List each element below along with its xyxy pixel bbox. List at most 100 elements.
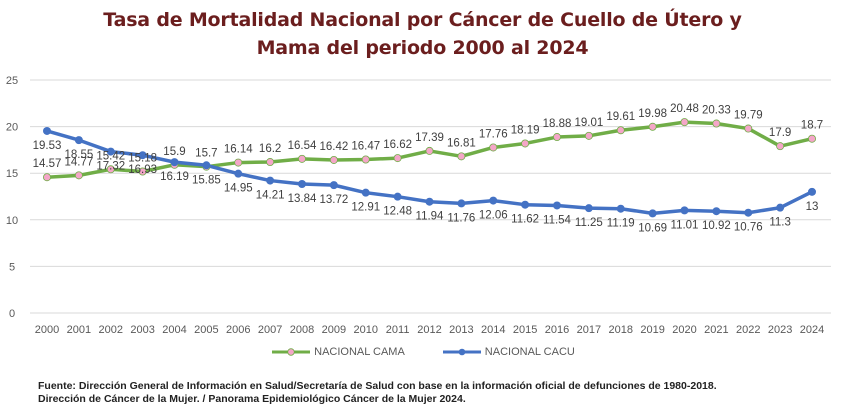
data-label-cacu: 11.94: [416, 211, 445, 223]
data-point-cama: [74, 171, 83, 180]
data-label-cacu: 10.76: [734, 222, 763, 234]
data-point-cacu: [521, 200, 530, 209]
data-label-cacu: 14.21: [256, 190, 285, 202]
data-point-cama: [680, 118, 689, 127]
data-label-cama: 16.42: [319, 141, 348, 153]
data-label-cama: 18.19: [511, 124, 540, 136]
data-point-cacu: [266, 176, 275, 185]
x-tick-label: 2018: [609, 324, 633, 336]
data-point-cacu: [393, 192, 402, 201]
data-point-cama: [393, 154, 402, 163]
data-label-cacu: 10.92: [702, 220, 731, 232]
legend-item-cacu: NACIONAL CACU: [441, 346, 575, 358]
data-label-cacu: 11.19: [607, 218, 635, 230]
chart-title-line-1: Tasa de Mortalidad Nacional por Cáncer d…: [103, 9, 742, 31]
data-point-cama: [297, 154, 306, 163]
data-point-cacu: [712, 207, 721, 216]
data-label-cama: 19.98: [638, 108, 667, 120]
y-tick-label: 15: [6, 168, 18, 180]
data-label-cacu: 16.93: [128, 164, 157, 176]
data-point-cama: [616, 126, 625, 135]
data-point-cacu: [234, 169, 243, 178]
data-label-cama: 15.9: [163, 146, 185, 158]
data-label-cacu: 18.55: [64, 149, 93, 161]
data-label-cama: 17.9: [769, 127, 791, 139]
legend-label-cacu: NACIONAL CACU: [484, 346, 575, 358]
data-point-cama: [138, 167, 147, 176]
data-point-cama: [776, 142, 785, 151]
data-label-cama: 17.39: [415, 132, 444, 144]
x-tick-label: 2014: [481, 324, 505, 336]
legend-item-cama: NACIONAL CAMA: [270, 346, 405, 358]
data-label-cacu: 13.72: [319, 194, 348, 206]
data-point-cama: [808, 134, 817, 143]
data-label-cacu: 13.84: [288, 193, 317, 205]
data-point-cacu: [553, 201, 561, 210]
data-label-cacu: 14.95: [224, 183, 253, 195]
x-axis-ticks: 2000 2001 2002 2003 2004 2005 2006 2007 2008 2009…: [35, 324, 824, 336]
data-label-cacu: 11.25: [575, 217, 603, 229]
data-point-cacu: [616, 204, 625, 213]
x-tick-label: 2020: [672, 324, 696, 336]
data-label-cama: 19.61: [606, 111, 635, 123]
legend-swatch-cacu: [442, 348, 481, 356]
x-tick-label: 2005: [194, 324, 218, 336]
series-markers: [43, 118, 817, 218]
x-tick-label: 2022: [736, 324, 760, 336]
data-label-cacu: 12.91: [351, 202, 380, 214]
data-label-cacu: 12.06: [479, 210, 508, 222]
x-tick-label: 2008: [290, 324, 314, 336]
data-point-cacu: [744, 208, 753, 217]
x-tick-label: 2004: [162, 324, 186, 336]
x-tick-label: 2015: [513, 324, 537, 336]
data-point-cacu: [43, 126, 51, 135]
data-label-cama: 17.76: [479, 128, 508, 140]
data-point-cacu: [202, 161, 211, 170]
data-point-cacu: [138, 151, 147, 160]
data-point-cacu: [74, 136, 83, 145]
data-point-cacu: [680, 206, 689, 215]
legend-swatch-cama: [272, 348, 311, 356]
data-label-cama: 18.88: [543, 118, 572, 130]
data-label-cama: 15.7: [195, 148, 217, 160]
data-point-cacu: [425, 197, 434, 206]
x-tick-label: 2012: [417, 324, 441, 336]
x-tick-label: 2001: [67, 324, 91, 336]
data-point-cama: [489, 143, 498, 152]
data-label-cama: 16.54: [288, 140, 317, 152]
y-tick-label: 10: [6, 215, 18, 227]
x-tick-label: 2002: [99, 324, 123, 336]
data-point-cacu: [361, 188, 370, 197]
x-tick-label: 2000: [35, 324, 59, 336]
data-label-cama: 14.77: [64, 156, 93, 168]
gridlines: [30, 79, 831, 314]
data-point-cama: [553, 133, 562, 142]
data-point-cama: [43, 173, 52, 182]
data-point-cama: [425, 146, 434, 155]
x-tick-label: 2013: [449, 324, 473, 336]
data-point-cacu: [170, 158, 179, 167]
y-axis-ticks: 0 5 10 15 20 25: [6, 75, 18, 320]
legend-label-cama: NACIONAL CAMA: [314, 346, 405, 358]
data-label-cacu: 19.53: [33, 140, 62, 152]
data-label-cama: 16.47: [351, 140, 380, 152]
data-point-cacu: [776, 203, 785, 212]
chart-title: Tasa de Mortalidad Nacional por Cáncer d…: [0, 6, 845, 62]
x-tick-label: 2009: [322, 324, 346, 336]
data-label-cama: 14.57: [33, 158, 62, 170]
x-tick-label: 2017: [577, 324, 601, 336]
data-label-cacu: 17.32: [96, 161, 125, 173]
data-point-cacu: [329, 181, 338, 190]
data-point-cacu: [648, 209, 657, 218]
x-tick-label: 2006: [226, 324, 250, 336]
x-tick-label: 2024: [800, 324, 824, 336]
y-tick-label: 20: [6, 122, 18, 134]
data-label-cama: 19.79: [734, 110, 763, 122]
chart-title-line-2: Mama del periodo 2000 al 2024: [256, 37, 589, 59]
data-point-cacu: [106, 147, 115, 156]
data-label-cama: 16.81: [447, 137, 476, 149]
footnote-line-1: Fuente: Dirección General de Información…: [38, 380, 717, 392]
data-label-cama: 18.7: [801, 120, 823, 132]
source-footnote: Fuente: Dirección General de Información…: [38, 380, 717, 406]
data-label-cama: 20.33: [702, 105, 731, 117]
